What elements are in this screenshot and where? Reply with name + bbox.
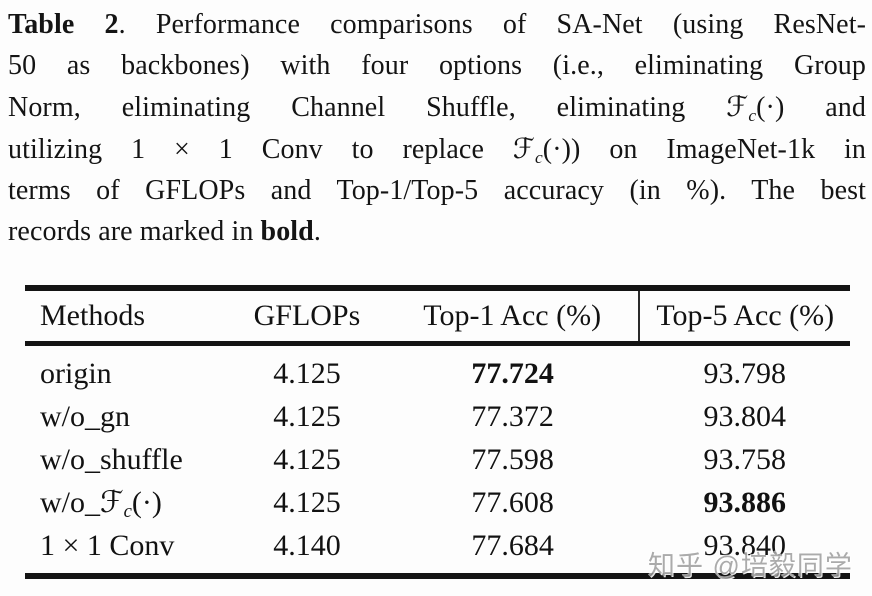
math-subscript-c: c [748,105,757,125]
top1-cell: 77.598 [471,442,554,476]
math-script-f: ℱ [726,90,749,123]
top1-cell: 77.684 [471,528,554,562]
caption-bold-word: bold [260,216,314,247]
method-cell: w/o_gn [40,399,130,433]
caption-line-3-post: and [784,92,867,123]
caption-line-2-text: 50 as backbones) with four options (i.e.… [8,50,866,81]
math-subscript-c: c [123,501,132,523]
gflops-cell: 4.140 [273,528,341,562]
col-header-top5-acc: Top-5 Acc (%) [638,291,850,346]
top5-cell: 93.886 [703,485,786,519]
method-cell: w/o_ℱc(·) [25,481,228,524]
caption-line-4-post: on ImageNet-1k in [580,134,866,165]
math-subscript-c: c [534,147,543,167]
gflops-cell: 4.125 [273,442,341,476]
top5-cell: 93.798 [703,356,786,390]
top5-cell: 93.758 [703,442,786,476]
caption-line-3-pre: Norm, eliminating Channel Shuffle, elimi… [8,92,727,123]
method-cell: 1 × 1 Conv [40,528,175,562]
caption-line-4-pre: utilizing 1 × 1 Conv to replace [8,134,513,165]
caption-line-6-pre: records are marked in [8,216,261,247]
caption-line-1: Table 2. Performance comparisons of SA-N… [8,4,866,45]
zhihu-watermark: 知乎 @培毅同学 [648,551,853,581]
method-cell: origin [40,356,112,390]
top1-cell: 77.608 [471,485,554,519]
caption-line-5-text: terms of GFLOPs and Top-1/Top-5 accuracy… [8,175,866,206]
header-row: Methods GFLOPs Top-1 Acc (%) Top-5 Acc (… [25,291,850,346]
table-row-wo-shuffle: w/o_shuffle 4.125 77.598 93.758 [25,438,850,481]
math-script-f: ℱ [100,485,124,520]
caption-table-label: Table 2 [8,9,119,40]
table-row-wo-fc: w/o_ℱc(·) 4.125 77.608 93.886 [25,481,850,524]
col-header-gflops: GFLOPs [228,291,386,346]
gflops-cell: 4.125 [273,356,341,390]
results-table: Methods GFLOPs Top-1 Acc (%) Top-5 Acc (… [25,291,850,573]
results-table-container: Methods GFLOPs Top-1 Acc (%) Top-5 Acc (… [25,285,850,579]
table-row-origin: origin 4.125 77.724 93.798 [25,344,850,396]
math-f-args: (·) [131,486,162,519]
math-f-args: (·) [756,92,785,123]
col-header-top1-acc: Top-1 Acc (%) [385,291,640,346]
caption-line-6-post: . [313,216,321,247]
caption-line-4: utilizing 1 × 1 Conv to replace ℱc(·)) o… [8,128,866,170]
col-header-methods: Methods [25,291,229,346]
top1-cell: 77.372 [471,399,554,433]
table-caption: Table 2. Performance comparisons of SA-N… [8,4,866,252]
caption-line-1-text: . Performance comparisons of SA-Net (usi… [118,9,866,40]
top5-cell: 93.804 [703,399,786,433]
top1-cell: 77.724 [471,356,554,390]
math-f-args: (·)) [542,134,581,165]
gflops-cell: 4.125 [273,485,341,519]
caption-line-2: 50 as backbones) with four options (i.e.… [8,45,866,86]
caption-line-3: Norm, eliminating Channel Shuffle, elimi… [8,86,866,128]
caption-line-6: records are marked in bold. [8,211,866,252]
table-row-wo-gn: w/o_gn 4.125 77.372 93.804 [25,395,850,438]
top5-cell: 93.840 [703,528,786,562]
method-text: w/o_ [40,486,100,519]
method-cell: w/o_shuffle [40,442,183,476]
table-row-1x1-conv: 1 × 1 Conv 4.140 77.684 93.840 [25,524,850,573]
caption-line-5: terms of GFLOPs and Top-1/Top-5 accuracy… [8,170,866,211]
math-script-f: ℱ [512,132,535,165]
gflops-cell: 4.125 [273,399,341,433]
